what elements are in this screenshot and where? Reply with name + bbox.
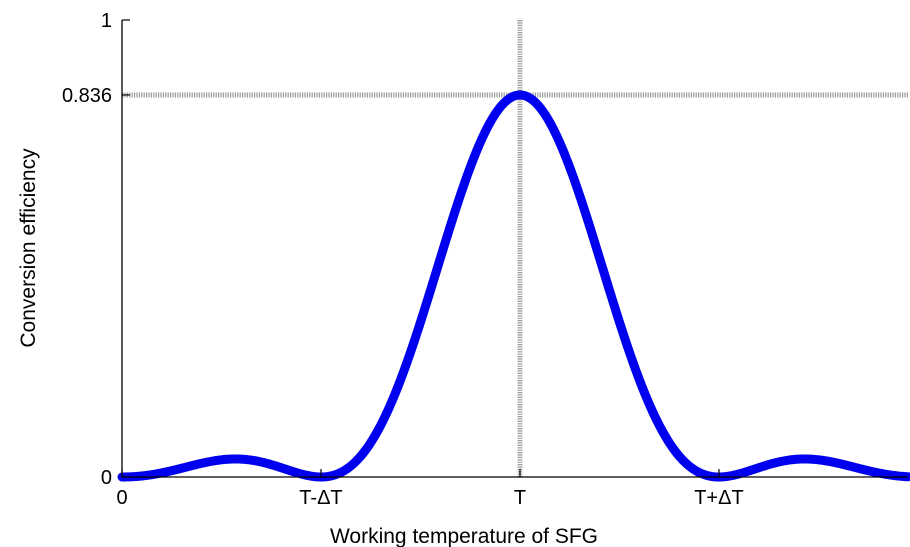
y-tick-label: 0.836 [62,85,112,107]
x-axis-label: Working temperature of SFG [330,525,598,547]
efficiency-curve [117,90,910,482]
x-axis-tick-labels: 0 T-ΔT T T+ΔT [116,487,743,509]
x-tick-label: 0 [116,487,127,509]
x-tick-label: T [514,487,526,509]
y-axis-label: Conversion efficiency [17,148,40,348]
y-tick-label: 1 [101,10,112,32]
x-tick-label: T-ΔT [299,487,342,509]
y-tick-label: 0 [101,467,112,489]
x-tick-label: T+ΔT [694,487,743,509]
y-axis-ticks [122,19,130,478]
x-axis-ticks [121,469,720,477]
y-axis-tick-labels: 0 0.836 1 [62,10,112,489]
plot-area [117,20,910,482]
